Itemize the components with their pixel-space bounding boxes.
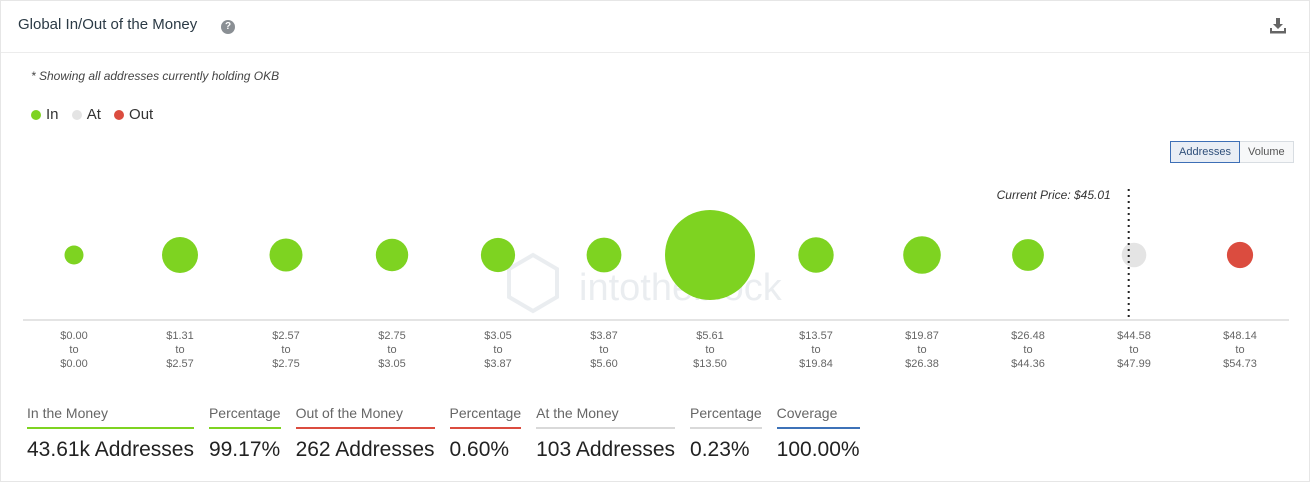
bubble-in [480,237,516,273]
x-tick-label: $2.57 [272,330,300,342]
x-tick-label: $2.75 [378,330,406,342]
bubble-in [162,237,198,273]
bubble-in [903,236,941,274]
metric-toggle: Addresses Volume [1170,141,1294,163]
x-tick-label: $44.58 [1117,330,1151,342]
stat-label: Percentage [208,405,281,429]
chart-legend: In At Out [31,106,162,124]
bubble-in [665,210,755,300]
x-tick-label: $19.84 [799,358,833,370]
legend-label-at: At [86,106,101,123]
x-tick-label: to [917,344,926,356]
x-tick-label: $1.31 [166,330,194,342]
stat-value: 100.00% [776,438,860,461]
x-tick-label: $13.57 [799,330,833,342]
stat-coverage: Coverage 100.00% [776,405,860,462]
stat-value: 0.23% [690,438,750,461]
x-tick-label: $3.05 [484,330,512,342]
x-tick-label: $0.00 [60,330,88,342]
bubble-chart: intotheblock$0.00to$0.00$1.31to$2.57$2.5… [23,188,1289,370]
stat-in-percentage: Percentage 99.17% [208,405,281,462]
x-tick-label: $5.60 [590,358,618,370]
legend-item-at[interactable]: At [71,106,101,123]
x-tick-label: to [1235,344,1244,356]
x-tick-label: to [493,344,502,356]
stat-label: Coverage [776,405,860,429]
legend-dot-out [114,109,125,120]
legend-dot-at [71,109,82,120]
help-icon[interactable]: ? [221,20,235,34]
summary-stats: In the Money 43.61k Addresses Percentage… [27,405,875,462]
stat-label: At the Money [536,405,676,429]
stat-value: 103 Addresses [536,438,676,461]
x-tick-label: to [1129,344,1138,356]
bubble-in [1012,239,1044,271]
stat-label: Percentage [449,405,522,429]
stat-at-the-money: At the Money 103 Addresses [536,405,676,462]
stat-value: 262 Addresses [295,438,435,461]
x-tick-label: to [387,344,396,356]
bubble-in [64,245,84,265]
stat-at-percentage: Percentage 0.23% [690,405,762,462]
x-tick-label: to [705,344,714,356]
x-tick-label: $26.38 [905,358,939,370]
x-tick-label: $47.99 [1117,358,1151,370]
bubble-in [375,238,409,272]
x-tick-label: $26.48 [1011,330,1045,342]
bubble-at [1121,242,1147,268]
current-price-label: Current Price: $45.01 [997,188,1111,202]
x-tick-label: $54.73 [1223,358,1257,370]
x-tick-label: $2.57 [166,358,194,370]
x-tick-label: $5.61 [696,330,724,342]
x-tick-label: $44.36 [1011,358,1045,370]
bubble-out [1226,241,1254,269]
x-tick-label: to [175,344,184,356]
volume-toggle-button[interactable]: Volume [1239,141,1294,163]
stat-in-the-money: In the Money 43.61k Addresses [27,405,194,462]
stat-label: Percentage [690,405,762,429]
bubble-in [586,237,622,273]
bubble-in [269,238,303,272]
x-tick-label: $13.50 [693,358,727,370]
bubble-in [798,237,834,273]
legend-label-out: Out [129,106,154,123]
x-tick-label: to [69,344,78,356]
legend-label-in: In [46,106,59,123]
download-icon[interactable] [1269,17,1287,35]
legend-item-out[interactable]: Out [114,106,153,123]
x-tick-label: $3.05 [378,358,406,370]
panel-title: Global In/Out of the Money [18,16,198,33]
panel-header: Global In/Out of the Money ? [1,1,1309,53]
x-tick-label: to [599,344,608,356]
legend-dot-in [31,109,41,120]
stat-out-of-the-money: Out of the Money 262 Addresses [295,405,435,462]
legend-item-in[interactable]: In [31,106,59,123]
stat-value: 0.60% [449,438,510,461]
x-tick-label: $48.14 [1223,330,1257,342]
x-tick-label: to [811,344,820,356]
holding-note: * Showing all addresses currently holdin… [31,69,280,83]
x-tick-label: $0.00 [60,358,88,370]
x-tick-label: $3.87 [590,330,618,342]
stat-label: In the Money [27,405,194,429]
x-tick-label: $3.87 [484,358,512,370]
stat-value: 99.17% [208,438,281,461]
x-tick-label: to [1023,344,1032,356]
addresses-toggle-button[interactable]: Addresses [1170,141,1240,163]
x-tick-label: $2.75 [272,358,300,370]
watermark-hexagon [507,252,559,314]
x-tick-label: $19.87 [905,330,939,342]
x-tick-label: to [281,344,290,356]
stat-out-percentage: Percentage 0.60% [449,405,522,462]
stat-label: Out of the Money [295,405,435,429]
stat-value: 43.61k Addresses [27,438,194,461]
